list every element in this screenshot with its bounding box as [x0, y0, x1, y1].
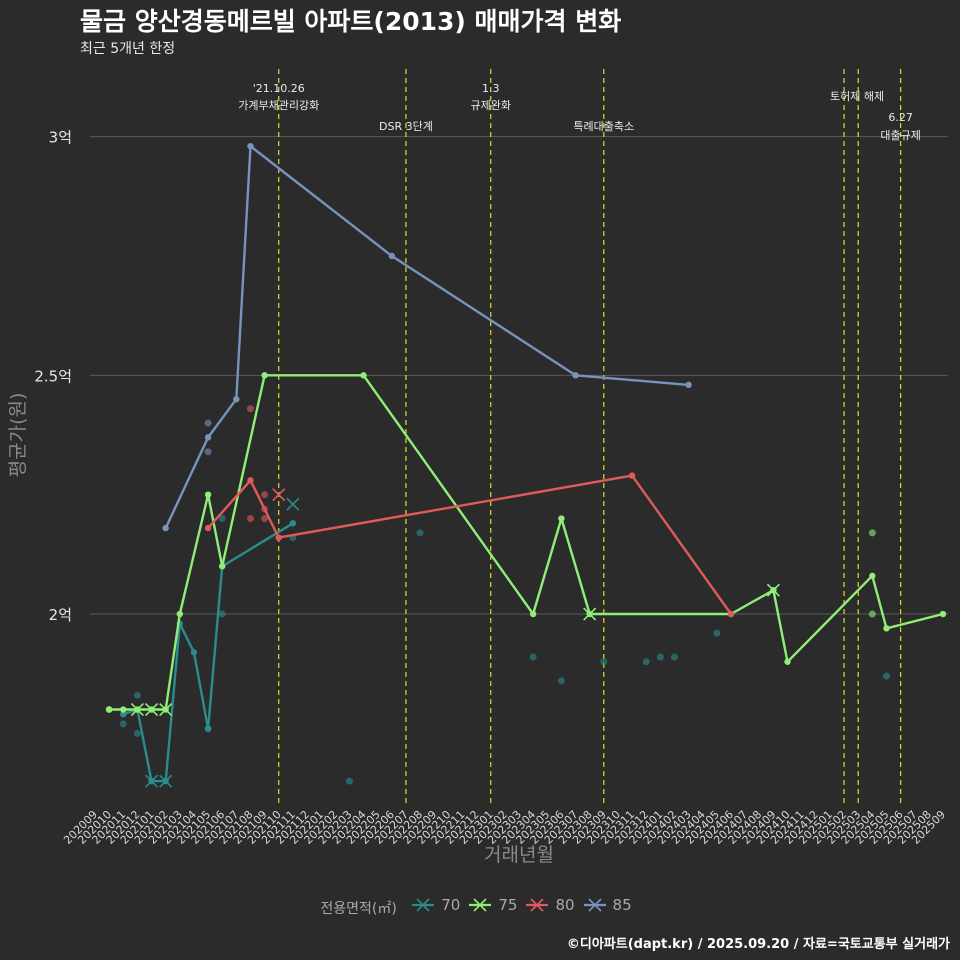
series-70-point — [218, 515, 226, 523]
series-75-vertex — [120, 706, 127, 713]
series-85-vertex — [204, 434, 212, 441]
series-75-vertex — [558, 515, 565, 522]
event-date-label: 6.27 — [888, 111, 913, 124]
series-70-point — [713, 629, 721, 637]
series-80-vertex — [204, 524, 212, 532]
series-75-x-mark — [144, 702, 159, 717]
series-75-vertex — [869, 572, 876, 580]
x-axis-title: 거래년월 — [484, 844, 554, 866]
series-70-vertex — [204, 725, 212, 732]
series-70-vertex — [120, 711, 127, 718]
series-85-vertex — [162, 524, 169, 532]
series-80-vertex — [628, 472, 636, 479]
series-85-vertex — [233, 395, 240, 403]
series-75-x-mark — [583, 607, 597, 621]
y-tick-label: 3억 — [49, 129, 72, 147]
series-80-line — [207, 474, 732, 615]
series-70-vertex — [289, 520, 297, 527]
series-75-vertex — [883, 625, 890, 632]
series-75-vertex — [176, 610, 183, 618]
series-75-vertex — [105, 706, 113, 713]
chart-title: 물금 양산경동메르빌 아파트(2013) 매매가격 변화 — [80, 7, 622, 36]
series-75-vertex — [784, 658, 791, 665]
chart-subtitle: 최근 5개년 한정 — [80, 41, 176, 57]
series-70-point — [133, 691, 141, 699]
legend-title: 전용면적(㎡) — [320, 901, 397, 917]
series-70-x-mark — [286, 497, 300, 511]
series-85-point — [204, 448, 212, 456]
series-85-vertex — [572, 372, 579, 379]
legend: 전용면적(㎡) 70 75 80 85 — [0, 896, 960, 918]
event-label: 토허제 해제 — [830, 89, 884, 103]
series-70-point — [133, 729, 141, 737]
series-70-point — [670, 653, 678, 661]
series-75-vertex — [219, 563, 226, 570]
series-75-x-mark — [766, 583, 780, 597]
series-75-x-mark — [159, 702, 173, 717]
series-75-vertex — [261, 372, 268, 379]
series-85-vertex — [685, 381, 692, 389]
legend-item-75: 75 — [468, 896, 517, 914]
series-70-x-mark — [144, 774, 159, 788]
legend-label: 75 — [498, 896, 518, 914]
event-date-label: 1.3 — [482, 82, 500, 95]
series-85-vertex — [388, 252, 395, 260]
series-70-point — [345, 777, 353, 785]
series-75-vertex — [360, 372, 367, 379]
legend-item-70: 70 — [411, 896, 460, 914]
y-tick-label: 2.5억 — [34, 367, 72, 385]
series-70-point — [119, 720, 127, 728]
event-label: DSR 3단계 — [379, 120, 433, 133]
series-80-point — [246, 515, 254, 523]
legend-key-icon — [526, 898, 549, 912]
legend-item-85: 85 — [583, 896, 632, 914]
series-85-vertex — [247, 142, 254, 150]
legend-label: 85 — [612, 896, 632, 914]
series-70-vertex — [190, 649, 198, 656]
legend-label: 70 — [441, 896, 461, 914]
series-70-line — [122, 522, 294, 783]
source-caption: ©디아파트(dapt.kr) / 2025.09.20 / 자료=국토교통부 실… — [566, 937, 950, 952]
series-75-vertex — [529, 610, 537, 618]
series-75-vertex — [204, 491, 212, 498]
series-75-x-mark — [130, 702, 144, 717]
series-75-line — [109, 374, 944, 711]
y-axis-title: 평균가(원) — [7, 393, 29, 478]
series-70-point — [656, 653, 664, 661]
series-70-point — [416, 529, 424, 537]
legend-key-icon — [583, 898, 606, 912]
event-date-label: '21.10.26 — [253, 82, 305, 95]
series-80-vertex — [275, 534, 282, 541]
series-80-x-mark — [272, 488, 286, 502]
series-70-point — [882, 672, 890, 680]
series-80-vertex — [727, 610, 735, 618]
series-70-point — [529, 653, 537, 661]
series-80-point — [261, 491, 269, 499]
series-70-x-mark — [159, 774, 173, 788]
series-80-point — [246, 405, 254, 413]
y-tick-label: 2억 — [49, 606, 72, 624]
series-70-point — [218, 610, 226, 618]
series-80-point — [261, 515, 269, 523]
series-70-point — [600, 658, 608, 666]
series-75-point — [868, 529, 876, 537]
series-80-vertex — [247, 477, 254, 484]
event-label: 규제완화 — [470, 99, 510, 112]
series-75-vertex — [939, 610, 947, 618]
event-label: 가계부채관리강화 — [238, 99, 319, 112]
legend-item-80: 80 — [525, 896, 575, 914]
series-75-point — [868, 610, 876, 618]
series-70-point — [642, 658, 650, 666]
series-85-point — [204, 419, 212, 427]
legend-key-icon — [469, 898, 492, 912]
event-label: 대출규제 — [880, 129, 920, 142]
legend-label: 80 — [555, 896, 575, 914]
series-70-point — [557, 677, 565, 685]
legend-key-icon — [412, 898, 435, 912]
event-label: 특례대출축소 — [573, 120, 634, 133]
